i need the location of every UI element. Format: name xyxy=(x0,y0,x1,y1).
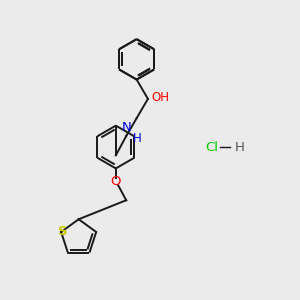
Text: N: N xyxy=(121,121,131,134)
Text: H: H xyxy=(235,140,244,154)
Text: O: O xyxy=(111,175,121,188)
Text: Cl: Cl xyxy=(206,140,218,154)
Text: OH: OH xyxy=(152,91,169,104)
Text: H: H xyxy=(133,132,142,145)
Text: S: S xyxy=(58,226,68,238)
